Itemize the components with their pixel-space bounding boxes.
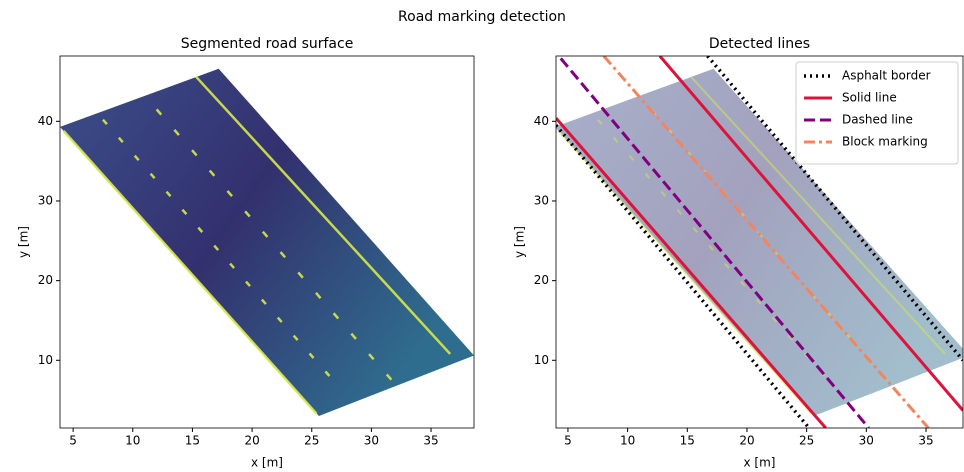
axes-frame (59, 55, 475, 429)
road-stripe (102, 118, 331, 378)
y-tick-label: 30 (38, 193, 53, 207)
road-stripe (557, 130, 813, 415)
y-tick-label: 10 (38, 353, 53, 367)
x-tick-label: 25 (799, 434, 814, 448)
x-tick-label: 10 (125, 434, 140, 448)
road-stripe (597, 119, 826, 377)
line-series (559, 57, 870, 428)
legend-label: Asphalt border (842, 69, 931, 83)
x-axis-label: x [m] (251, 456, 283, 470)
x-tick-label: 20 (739, 434, 754, 448)
legend-label: Solid line (842, 91, 897, 105)
axes-title: Detected lines (709, 36, 810, 52)
y-axis-label: y [m] (17, 226, 31, 258)
road-stripe (155, 108, 397, 386)
x-tick-label: 15 (680, 434, 695, 448)
x-tick-label: 15 (185, 434, 200, 448)
x-tick-label: 35 (918, 434, 933, 448)
road-stripe (195, 75, 452, 355)
x-axis-label: x [m] (744, 456, 776, 470)
y-tick-label: 30 (534, 193, 549, 207)
y-tick-label: 40 (38, 114, 53, 128)
axes-title: Segmented road surface (181, 36, 354, 52)
figure-title: Road marking detection (398, 9, 566, 25)
x-tick-label: 10 (620, 434, 635, 448)
legend-box (795, 61, 959, 165)
legend-label: Dashed line (842, 113, 913, 127)
plot-area (60, 68, 474, 417)
legend-label: Block marking (842, 135, 928, 149)
line-series (556, 56, 963, 428)
y-tick-label: 20 (38, 273, 53, 287)
y-tick-label: 20 (534, 273, 549, 287)
x-tick-label: 30 (859, 434, 874, 448)
x-tick-label: 30 (364, 434, 379, 448)
x-tick-label: 20 (244, 434, 259, 448)
x-tick-label: 25 (304, 434, 319, 448)
x-tick-label: 35 (423, 434, 438, 448)
road-surface (556, 68, 963, 417)
y-tick-label: 40 (534, 114, 549, 128)
axes-frame (555, 55, 964, 429)
y-tick-label: 10 (534, 353, 549, 367)
line-series (556, 56, 963, 428)
x-tick-label: 5 (564, 434, 572, 448)
road-stripe (690, 76, 946, 355)
plot-area (556, 56, 963, 428)
line-series (602, 56, 930, 428)
road-stripe (62, 130, 318, 415)
x-tick-label: 5 (69, 434, 77, 448)
road-surface (60, 68, 474, 417)
y-axis-label: y [m] (513, 226, 527, 258)
